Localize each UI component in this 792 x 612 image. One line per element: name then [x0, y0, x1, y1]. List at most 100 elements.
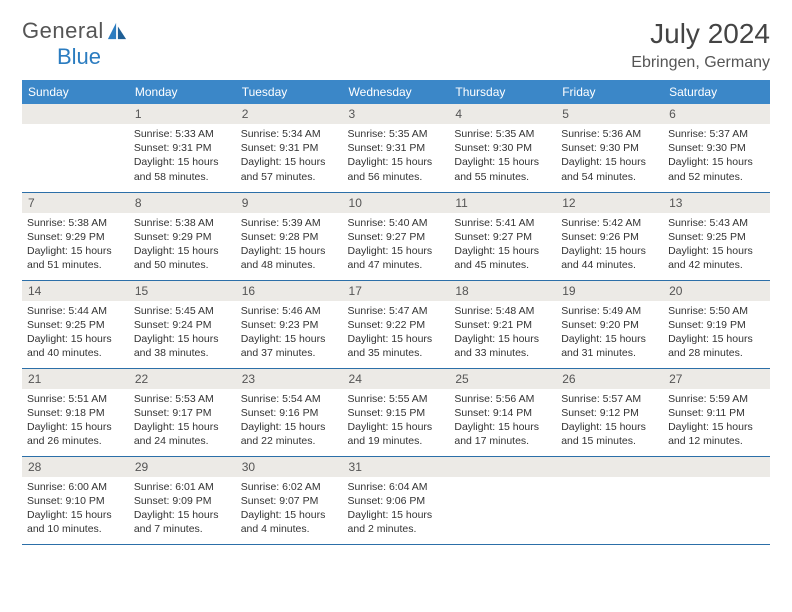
day-number: 4 [449, 104, 556, 124]
day-details: Sunrise: 5:44 AMSunset: 9:25 PMDaylight:… [22, 301, 129, 364]
calendar-cell: 21Sunrise: 5:51 AMSunset: 9:18 PMDayligh… [22, 368, 129, 456]
calendar-cell: 27Sunrise: 5:59 AMSunset: 9:11 PMDayligh… [663, 368, 770, 456]
day-details: Sunrise: 5:40 AMSunset: 9:27 PMDaylight:… [343, 213, 450, 276]
day-number: 18 [449, 281, 556, 301]
day-details: Sunrise: 5:33 AMSunset: 9:31 PMDaylight:… [129, 124, 236, 187]
calendar-cell [663, 456, 770, 544]
calendar-cell: 30Sunrise: 6:02 AMSunset: 9:07 PMDayligh… [236, 456, 343, 544]
calendar-cell: 20Sunrise: 5:50 AMSunset: 9:19 PMDayligh… [663, 280, 770, 368]
day-number: 25 [449, 369, 556, 389]
calendar-cell: 2Sunrise: 5:34 AMSunset: 9:31 PMDaylight… [236, 104, 343, 192]
day-number: 27 [663, 369, 770, 389]
day-details: Sunrise: 5:50 AMSunset: 9:19 PMDaylight:… [663, 301, 770, 364]
day-details: Sunrise: 5:38 AMSunset: 9:29 PMDaylight:… [22, 213, 129, 276]
calendar-cell: 4Sunrise: 5:35 AMSunset: 9:30 PMDaylight… [449, 104, 556, 192]
day-number: 24 [343, 369, 450, 389]
day-details: Sunrise: 5:54 AMSunset: 9:16 PMDaylight:… [236, 389, 343, 452]
calendar-row: 1Sunrise: 5:33 AMSunset: 9:31 PMDaylight… [22, 104, 770, 192]
day-number: 19 [556, 281, 663, 301]
calendar-cell: 25Sunrise: 5:56 AMSunset: 9:14 PMDayligh… [449, 368, 556, 456]
day-details: Sunrise: 6:02 AMSunset: 9:07 PMDaylight:… [236, 477, 343, 540]
day-details: Sunrise: 6:00 AMSunset: 9:10 PMDaylight:… [22, 477, 129, 540]
calendar-cell: 3Sunrise: 5:35 AMSunset: 9:31 PMDaylight… [343, 104, 450, 192]
calendar-cell: 26Sunrise: 5:57 AMSunset: 9:12 PMDayligh… [556, 368, 663, 456]
calendar-cell: 29Sunrise: 6:01 AMSunset: 9:09 PMDayligh… [129, 456, 236, 544]
day-details: Sunrise: 5:51 AMSunset: 9:18 PMDaylight:… [22, 389, 129, 452]
day-number: 31 [343, 457, 450, 477]
calendar-row: 28Sunrise: 6:00 AMSunset: 9:10 PMDayligh… [22, 456, 770, 544]
logo-text-general: General [22, 18, 104, 44]
day-details: Sunrise: 6:01 AMSunset: 9:09 PMDaylight:… [129, 477, 236, 540]
day-number: 6 [663, 104, 770, 124]
day-details: Sunrise: 5:34 AMSunset: 9:31 PMDaylight:… [236, 124, 343, 187]
day-details: Sunrise: 5:43 AMSunset: 9:25 PMDaylight:… [663, 213, 770, 276]
calendar-cell: 8Sunrise: 5:38 AMSunset: 9:29 PMDaylight… [129, 192, 236, 280]
calendar-cell: 15Sunrise: 5:45 AMSunset: 9:24 PMDayligh… [129, 280, 236, 368]
calendar-cell: 6Sunrise: 5:37 AMSunset: 9:30 PMDaylight… [663, 104, 770, 192]
sail-icon [106, 21, 128, 41]
day-details: Sunrise: 5:42 AMSunset: 9:26 PMDaylight:… [556, 213, 663, 276]
calendar-cell: 18Sunrise: 5:48 AMSunset: 9:21 PMDayligh… [449, 280, 556, 368]
day-number: 10 [343, 193, 450, 213]
calendar-cell: 16Sunrise: 5:46 AMSunset: 9:23 PMDayligh… [236, 280, 343, 368]
day-details: Sunrise: 5:37 AMSunset: 9:30 PMDaylight:… [663, 124, 770, 187]
day-details: Sunrise: 5:56 AMSunset: 9:14 PMDaylight:… [449, 389, 556, 452]
weekday-header: Wednesday [343, 80, 450, 104]
day-details: Sunrise: 5:49 AMSunset: 9:20 PMDaylight:… [556, 301, 663, 364]
calendar-cell: 17Sunrise: 5:47 AMSunset: 9:22 PMDayligh… [343, 280, 450, 368]
day-details: Sunrise: 6:04 AMSunset: 9:06 PMDaylight:… [343, 477, 450, 540]
day-details: Sunrise: 5:55 AMSunset: 9:15 PMDaylight:… [343, 389, 450, 452]
day-number: 20 [663, 281, 770, 301]
day-number: 7 [22, 193, 129, 213]
weekday-header: Saturday [663, 80, 770, 104]
weekday-header-row: Sunday Monday Tuesday Wednesday Thursday… [22, 80, 770, 104]
day-number: 5 [556, 104, 663, 124]
day-number: 23 [236, 369, 343, 389]
day-number: 8 [129, 193, 236, 213]
day-details: Sunrise: 5:47 AMSunset: 9:22 PMDaylight:… [343, 301, 450, 364]
calendar-cell: 24Sunrise: 5:55 AMSunset: 9:15 PMDayligh… [343, 368, 450, 456]
calendar-cell [22, 104, 129, 192]
calendar-cell: 13Sunrise: 5:43 AMSunset: 9:25 PMDayligh… [663, 192, 770, 280]
day-number: 9 [236, 193, 343, 213]
calendar-row: 14Sunrise: 5:44 AMSunset: 9:25 PMDayligh… [22, 280, 770, 368]
calendar-row: 7Sunrise: 5:38 AMSunset: 9:29 PMDaylight… [22, 192, 770, 280]
weekday-header: Friday [556, 80, 663, 104]
day-number: 28 [22, 457, 129, 477]
calendar-cell: 23Sunrise: 5:54 AMSunset: 9:16 PMDayligh… [236, 368, 343, 456]
logo-text-blue: Blue [57, 44, 770, 70]
calendar-cell: 9Sunrise: 5:39 AMSunset: 9:28 PMDaylight… [236, 192, 343, 280]
day-number: 30 [236, 457, 343, 477]
day-details: Sunrise: 5:35 AMSunset: 9:31 PMDaylight:… [343, 124, 450, 187]
calendar-cell: 22Sunrise: 5:53 AMSunset: 9:17 PMDayligh… [129, 368, 236, 456]
day-number: 11 [449, 193, 556, 213]
day-details: Sunrise: 5:46 AMSunset: 9:23 PMDaylight:… [236, 301, 343, 364]
calendar-cell: 14Sunrise: 5:44 AMSunset: 9:25 PMDayligh… [22, 280, 129, 368]
weekday-header: Sunday [22, 80, 129, 104]
calendar-body: 1Sunrise: 5:33 AMSunset: 9:31 PMDaylight… [22, 104, 770, 544]
calendar-cell: 28Sunrise: 6:00 AMSunset: 9:10 PMDayligh… [22, 456, 129, 544]
day-details: Sunrise: 5:57 AMSunset: 9:12 PMDaylight:… [556, 389, 663, 452]
calendar-cell: 7Sunrise: 5:38 AMSunset: 9:29 PMDaylight… [22, 192, 129, 280]
calendar-cell: 19Sunrise: 5:49 AMSunset: 9:20 PMDayligh… [556, 280, 663, 368]
logo: General [22, 18, 130, 44]
calendar-cell [449, 456, 556, 544]
day-details: Sunrise: 5:48 AMSunset: 9:21 PMDaylight:… [449, 301, 556, 364]
day-details: Sunrise: 5:35 AMSunset: 9:30 PMDaylight:… [449, 124, 556, 187]
calendar-cell: 10Sunrise: 5:40 AMSunset: 9:27 PMDayligh… [343, 192, 450, 280]
day-number: 14 [22, 281, 129, 301]
calendar-cell: 1Sunrise: 5:33 AMSunset: 9:31 PMDaylight… [129, 104, 236, 192]
day-number: 22 [129, 369, 236, 389]
weekday-header: Thursday [449, 80, 556, 104]
day-number: 1 [129, 104, 236, 124]
day-details: Sunrise: 5:59 AMSunset: 9:11 PMDaylight:… [663, 389, 770, 452]
day-details: Sunrise: 5:39 AMSunset: 9:28 PMDaylight:… [236, 213, 343, 276]
day-number: 26 [556, 369, 663, 389]
calendar-cell [556, 456, 663, 544]
day-number: 2 [236, 104, 343, 124]
weekday-header: Monday [129, 80, 236, 104]
day-number: 13 [663, 193, 770, 213]
day-number: 16 [236, 281, 343, 301]
calendar-cell: 5Sunrise: 5:36 AMSunset: 9:30 PMDaylight… [556, 104, 663, 192]
day-number: 15 [129, 281, 236, 301]
